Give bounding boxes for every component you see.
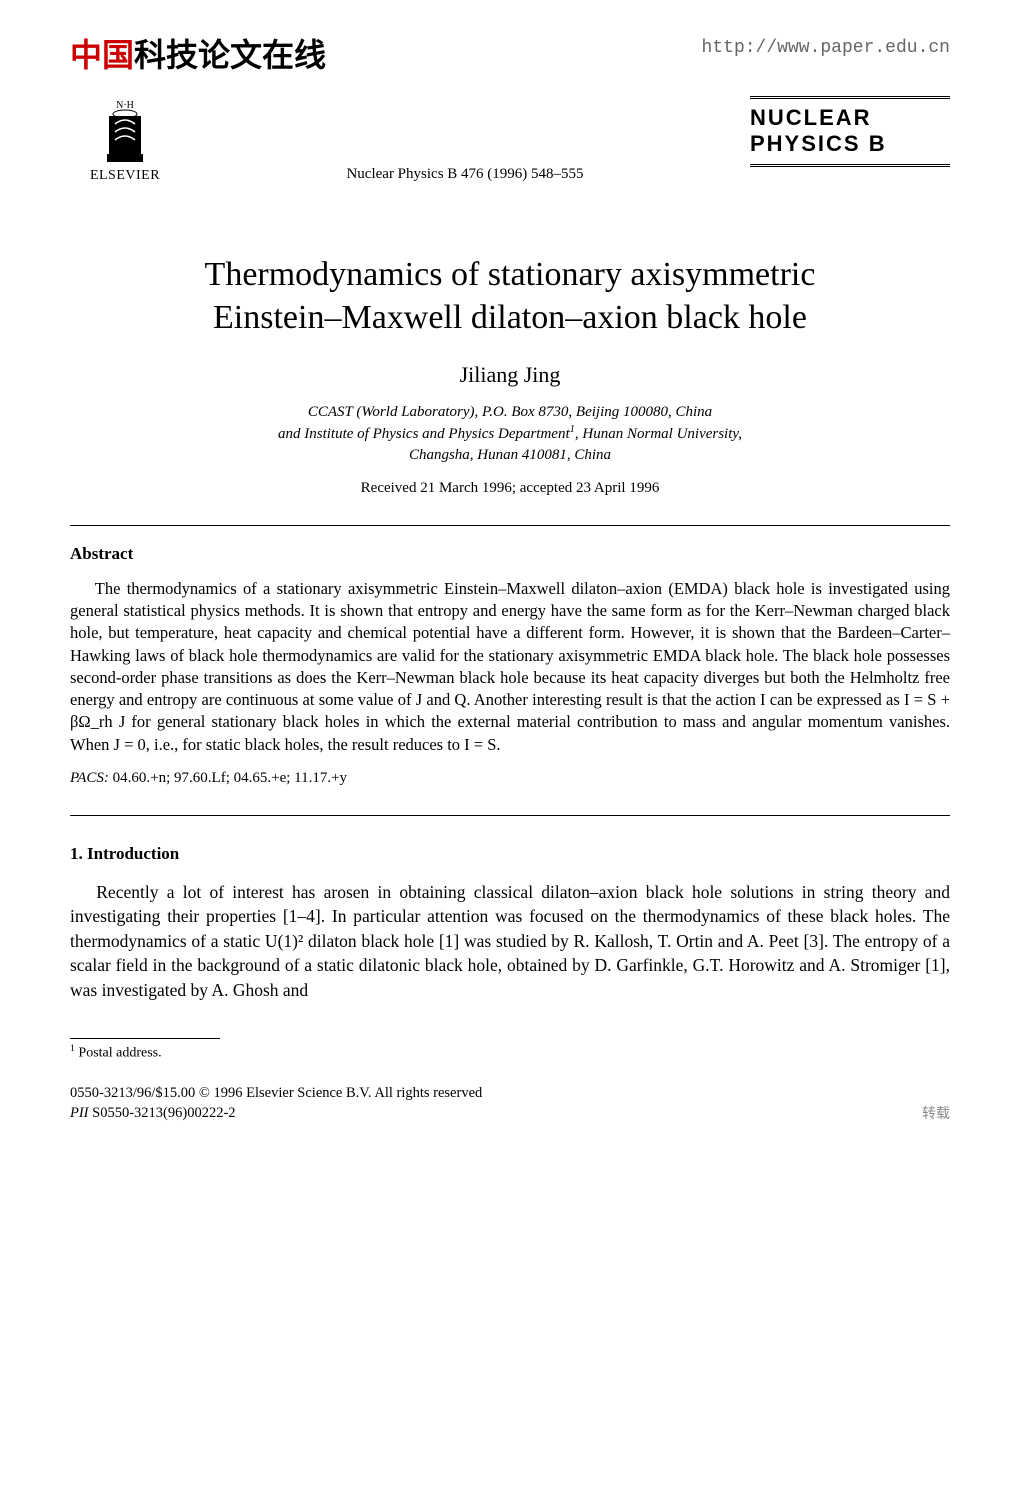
introduction-heading: 1. Introduction	[70, 844, 950, 864]
publisher-name: ELSEVIER	[70, 168, 180, 184]
footnote-1: 1 Postal address.	[70, 1043, 950, 1062]
journal-citation: Nuclear Physics B 476 (1996) 548–555	[180, 166, 750, 183]
banner-black-text: 科技论文在线	[134, 37, 326, 73]
pacs-codes: 04.60.+n; 97.60.Lf; 04.65.+e; 11.17.+y	[109, 770, 347, 786]
copyright-block: 0550-3213/96/$15.00 © 1996 Elsevier Scie…	[70, 1084, 482, 1123]
pii-code: S0550-3213(96)00222-2	[89, 1105, 236, 1121]
abstract-text: The thermodynamics of a stationary axisy…	[70, 578, 950, 756]
title-line1: Thermodynamics of stationary axisymmetri…	[205, 256, 816, 293]
page-top-header: 中国科技论文在线 http://www.paper.edu.cn	[70, 30, 950, 76]
source-url: http://www.paper.edu.cn	[702, 38, 950, 58]
affiliation-line1: CCAST (World Laboratory), P.O. Box 8730,…	[308, 404, 712, 420]
copyright-line1: 0550-3213/96/$15.00 © 1996 Elsevier Scie…	[70, 1085, 482, 1101]
title-line2: Einstein–Maxwell dilaton–axion black hol…	[213, 299, 807, 336]
pii-label: PII	[70, 1105, 89, 1121]
footnote-rule	[70, 1038, 220, 1039]
affiliation-line2b: , Hunan Normal University,	[575, 426, 742, 442]
affiliation-block: CCAST (World Laboratory), P.O. Box 8730,…	[70, 402, 950, 466]
author-name: Jiliang Jing	[70, 362, 950, 388]
svg-text:N·H: N·H	[116, 100, 134, 111]
introduction-text: Recently a lot of interest has arosen in…	[70, 880, 950, 1003]
publisher-logo-block: N·H ELSEVIER	[70, 96, 180, 184]
journal-name-line2: PHYSICS B	[750, 131, 950, 157]
journal-name-line1: NUCLEAR	[750, 105, 950, 131]
pacs-label: PACS:	[70, 770, 109, 786]
pacs-line: PACS: 04.60.+n; 97.60.Lf; 04.65.+e; 11.1…	[70, 770, 950, 787]
publisher-header: N·H ELSEVIER Nuclear Physics B 476 (1996…	[70, 96, 950, 184]
site-banner: 中国科技论文在线	[70, 30, 326, 76]
elsevier-tree-icon: N·H	[95, 96, 155, 166]
reprint-label: 转载	[922, 1103, 950, 1123]
page-footer: 0550-3213/96/$15.00 © 1996 Elsevier Scie…	[70, 1084, 950, 1123]
divider-bottom	[70, 815, 950, 816]
journal-title-box: NUCLEAR PHYSICS B	[750, 96, 950, 167]
affiliation-line3: Changsha, Hunan 410081, China	[409, 447, 611, 463]
abstract-heading: Abstract	[70, 544, 950, 564]
received-date: Received 21 March 1996; accepted 23 Apri…	[70, 480, 950, 497]
footnote-text: Postal address.	[75, 1046, 162, 1061]
paper-title: Thermodynamics of stationary axisymmetri…	[70, 254, 950, 339]
affiliation-line2a: and Institute of Physics and Physics Dep…	[278, 426, 570, 442]
banner-red-text: 中国	[70, 37, 134, 73]
divider-top	[70, 525, 950, 526]
